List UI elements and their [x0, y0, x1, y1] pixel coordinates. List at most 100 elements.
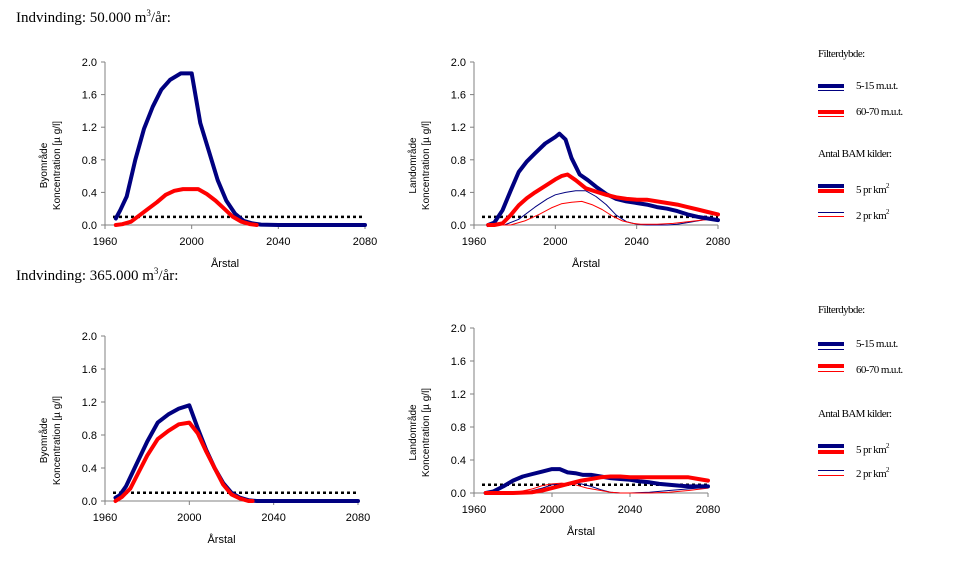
x-tick-label: 2000 — [543, 236, 567, 248]
legend-label-sup: 2 — [886, 208, 889, 216]
x-axis-title: Årstal — [567, 525, 595, 538]
legend-swatch-blue — [818, 342, 844, 350]
y-tick-label: 1.2 — [451, 122, 466, 134]
x-tick-label: 2000 — [540, 504, 564, 516]
legend-label: 5-15 m.u.t. — [856, 80, 898, 92]
chart-2: 0.0 0.4 0.8 1.2 1.6 2.0 1960 2000 2040 2080 Årstal… — [407, 57, 730, 270]
legend-source-heading: Antal BAM kilder: — [818, 148, 892, 160]
y-axis-title-line2: Koncentration [µ g/l] — [421, 388, 432, 477]
section-title-sup: 3 — [153, 266, 159, 276]
y-tick-label: 2.0 — [82, 331, 97, 343]
section-title-sup: 3 — [146, 8, 151, 18]
series-line-red-thick — [113, 187, 259, 227]
x-tick-label: 2080 — [353, 236, 377, 248]
y-axis-title-line1: Byområde — [38, 142, 50, 188]
x-tick-label: 2080 — [696, 504, 720, 516]
legend-label-text: 5 pr km — [856, 444, 887, 456]
y-tick-label: 1.2 — [82, 397, 97, 409]
x-tick-label: 2040 — [261, 512, 285, 524]
legend-label-text: 2 pr km — [856, 468, 887, 480]
section-title-365000: Indvinding: 365.000 m3/år: — [16, 266, 178, 285]
series-line-blue-thick — [486, 131, 720, 227]
chart-4: 0.0 0.4 0.8 1.2 1.6 2.0 1960 2000 2040 2080 Årstal… — [407, 323, 720, 538]
x-tick-label: 2040 — [618, 504, 642, 516]
series-line-blue-thin — [487, 190, 719, 226]
x-tick-label: 1960 — [93, 512, 117, 524]
y-tick-label: 2.0 — [451, 323, 466, 335]
legend-swatch-thin — [818, 470, 844, 478]
legend-filter-heading: Filterdybde: — [818, 48, 865, 60]
y-tick-label: 0.4 — [451, 187, 466, 199]
series-line-red-thick — [486, 172, 720, 227]
section-title-suffix: /år: — [150, 10, 171, 26]
y-tick-label: 0.8 — [451, 155, 466, 167]
legend-label: 60-70 m.u.t. — [856, 364, 903, 376]
legend-swatch-blue — [818, 84, 844, 92]
series-line-red-thick — [113, 420, 255, 503]
y-tick-label: 1.6 — [451, 90, 466, 102]
legend-source-heading: Antal BAM kilder: — [818, 408, 892, 420]
y-axis-title-line1: Landområde — [407, 404, 419, 461]
legend-label: 5 pr km2 — [856, 182, 890, 196]
y-tick-label: 0.0 — [451, 488, 466, 500]
y-axis-title-line1: Landområde — [407, 137, 419, 194]
x-tick-label: 2080 — [346, 512, 370, 524]
section-title-suffix: /år: — [158, 268, 179, 284]
y-tick-label: 2.0 — [451, 57, 466, 69]
y-tick-label: 0.0 — [451, 220, 466, 232]
x-tick-label: 2040 — [624, 236, 648, 248]
legend-label-text: 5 pr km — [856, 184, 887, 196]
series-line-blue-thick — [483, 467, 710, 495]
x-axis-title: Årstal — [211, 257, 239, 270]
y-tick-label: 0.0 — [82, 496, 97, 508]
x-axis-title: Årstal — [572, 257, 600, 270]
x-tick-label: 1960 — [462, 236, 486, 248]
y-axis-title-line2: Koncentration [µ g/l] — [52, 121, 63, 210]
chart-1: 0.0 0.4 0.8 1.2 1.6 2.0 1960 2000 2040 2080 Årstal… — [38, 57, 377, 270]
y-tick-label: 0.4 — [82, 187, 97, 199]
y-tick-label: 0.8 — [82, 155, 97, 167]
y-tick-label: 1.6 — [82, 364, 97, 376]
series-line-blue-thick — [113, 403, 360, 503]
y-tick-label: 0.0 — [82, 220, 97, 232]
y-tick-label: 2.0 — [82, 57, 97, 69]
legend-swatch-red — [818, 110, 844, 118]
legend-swatch-thin — [818, 212, 844, 220]
legend-filter-heading: Filterdybde: — [818, 304, 865, 316]
y-axis-title-line2: Koncentration [µ g/l] — [52, 396, 63, 485]
y-tick-label: 0.4 — [82, 463, 97, 475]
y-tick-label: 1.6 — [451, 356, 466, 368]
y-tick-label: 1.2 — [82, 122, 97, 134]
y-axis-title-line1: Byområde — [38, 417, 50, 463]
legend-label-sup: 2 — [886, 182, 889, 190]
y-axis-title-line2: Koncentration [µ g/l] — [421, 121, 432, 210]
x-axis-title: Årstal — [207, 533, 235, 546]
x-tick-label: 2000 — [177, 512, 201, 524]
legend-swatch-thick — [818, 184, 844, 193]
x-tick-label: 2040 — [266, 236, 290, 248]
section-title-text: Indvinding: 365.000 m — [16, 268, 154, 284]
series-line-red-thick — [483, 474, 710, 495]
x-tick-label: 2080 — [706, 236, 730, 248]
series-line-red-thin — [485, 482, 709, 494]
legend-label-sup: 2 — [886, 442, 889, 450]
legend-label-text: 2 pr km — [856, 210, 887, 222]
series-line-blue-thick — [113, 71, 367, 227]
y-tick-label: 0.8 — [82, 430, 97, 442]
legend-label-sup: 2 — [886, 466, 889, 474]
y-tick-label: 0.8 — [451, 422, 466, 434]
y-tick-label: 1.6 — [82, 90, 97, 102]
series-line-red-thin — [487, 200, 719, 226]
section-title-text: Indvinding: 50.000 m — [16, 10, 147, 26]
legend-swatch-thick — [818, 444, 844, 454]
chart-3: 0.0 0.4 0.8 1.2 1.6 2.0 1960 2000 2040 2080 Årstal… — [38, 331, 370, 546]
x-tick-label: 1960 — [462, 504, 486, 516]
y-tick-label: 0.4 — [451, 455, 466, 467]
y-tick-label: 1.2 — [451, 389, 466, 401]
legend-label: 2 pr km2 — [856, 466, 890, 480]
legend-label: 60-70 m.u.t. — [856, 106, 903, 118]
legend-label: 5-15 m.u.t. — [856, 338, 898, 350]
legend-label: 2 pr km2 — [856, 208, 890, 222]
x-tick-label: 2000 — [179, 236, 203, 248]
